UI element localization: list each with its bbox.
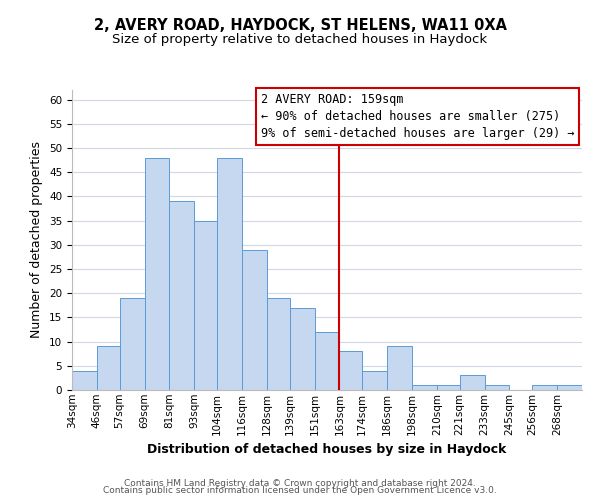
Text: Contains HM Land Registry data © Crown copyright and database right 2024.: Contains HM Land Registry data © Crown c… (124, 478, 476, 488)
Bar (119, 298, 145, 390)
Bar (412, 385, 437, 390)
Text: Contains public sector information licensed under the Open Government Licence v3: Contains public sector information licen… (103, 486, 497, 495)
Bar (97, 346, 119, 390)
Text: Size of property relative to detached houses in Haydock: Size of property relative to detached ho… (112, 32, 488, 46)
Bar (387, 346, 412, 390)
Bar (169, 202, 194, 390)
Text: 2, AVERY ROAD, HAYDOCK, ST HELENS, WA11 0XA: 2, AVERY ROAD, HAYDOCK, ST HELENS, WA11 … (94, 18, 506, 32)
Bar (217, 158, 242, 390)
Bar (290, 308, 314, 390)
Bar (194, 220, 217, 390)
Text: 2 AVERY ROAD: 159sqm
← 90% of detached houses are smaller (275)
9% of semi-detac: 2 AVERY ROAD: 159sqm ← 90% of detached h… (260, 93, 574, 140)
Bar (314, 332, 340, 390)
Bar (460, 376, 485, 390)
Y-axis label: Number of detached properties: Number of detached properties (31, 142, 43, 338)
Bar (145, 158, 169, 390)
Bar (557, 385, 582, 390)
Bar (437, 385, 460, 390)
Bar (242, 250, 267, 390)
Bar (362, 370, 387, 390)
Bar (485, 385, 509, 390)
Bar (532, 385, 557, 390)
Bar (340, 352, 362, 390)
X-axis label: Distribution of detached houses by size in Haydock: Distribution of detached houses by size … (148, 443, 506, 456)
Bar (72, 370, 97, 390)
Bar (267, 298, 290, 390)
